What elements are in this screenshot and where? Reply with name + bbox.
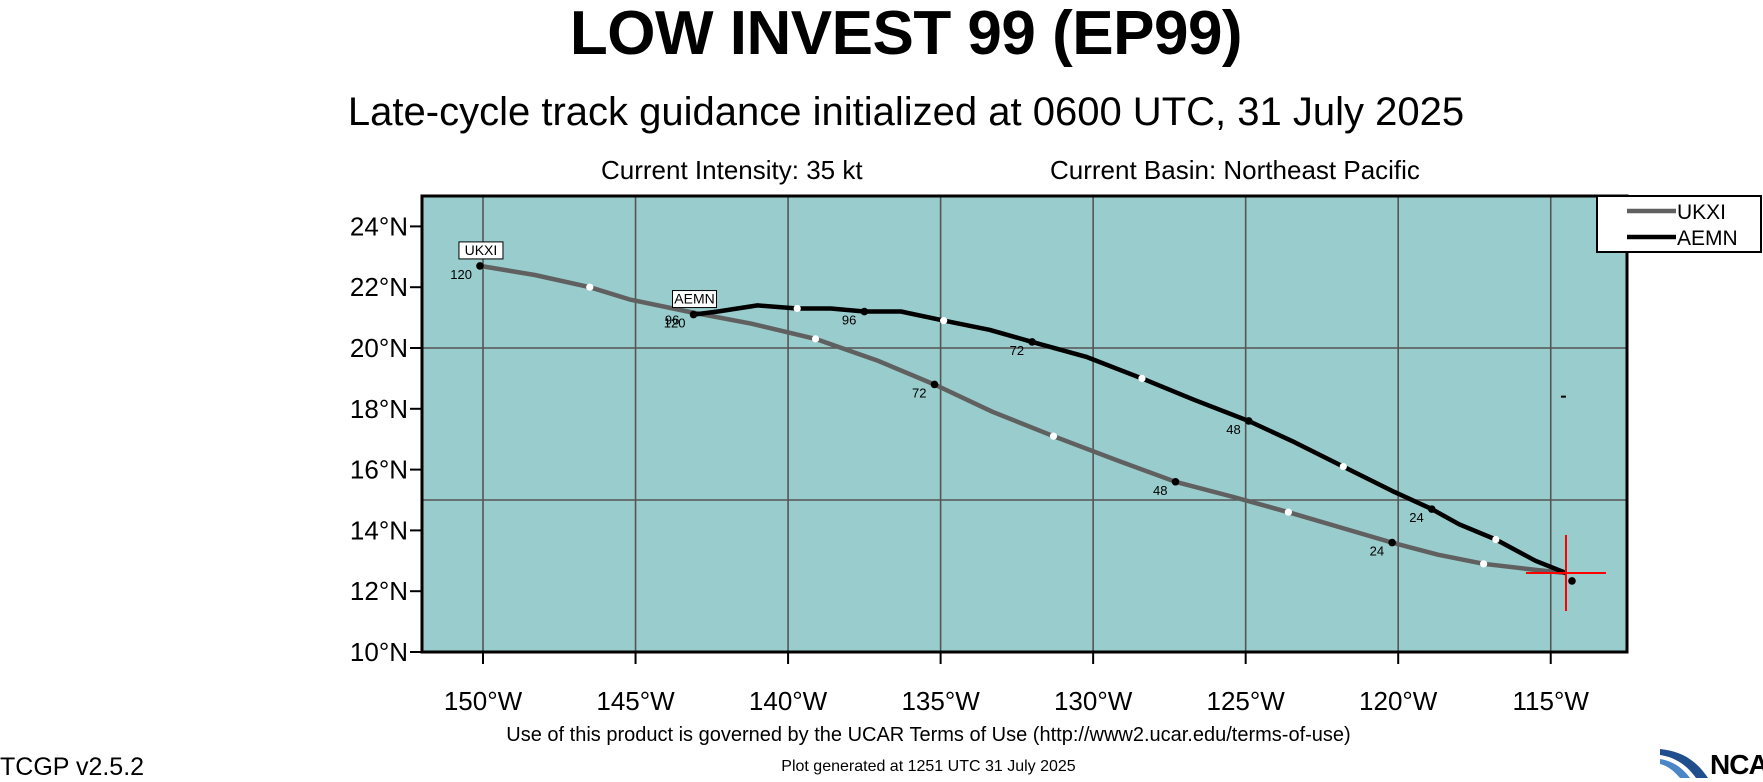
track-line-aemn <box>693 303 1567 576</box>
track-point-6h <box>586 283 594 291</box>
initial-position-point <box>1568 577 1576 585</box>
x-tick-label: 130°W <box>1054 686 1133 716</box>
chart-title: LOW INVEST 99 (EP99) <box>569 0 1243 68</box>
track-point-6h <box>793 304 801 313</box>
track-point-6h <box>1284 508 1292 516</box>
y-tick-label: 24°N <box>350 211 408 241</box>
x-tick-label: 120°W <box>1359 686 1438 716</box>
forecast-hour-label: 72 <box>1010 343 1024 358</box>
track-point-6h <box>1049 432 1058 440</box>
track-point-6h <box>1339 462 1347 471</box>
plot-generated: Plot generated at 1251 UTC 31 July 2025 <box>781 758 1076 775</box>
track-point-6h <box>1138 374 1146 382</box>
track-name-label: UKXI <box>465 242 498 258</box>
track-point-24h <box>1427 505 1436 513</box>
track-point-6h <box>1492 535 1500 544</box>
track-point-24h <box>1028 338 1036 346</box>
x-tick-label: 135°W <box>901 686 980 716</box>
current-intensity: Current Intensity: 35 kt <box>601 155 863 185</box>
y-tick-label: 18°N <box>350 394 408 424</box>
x-tick-label: 150°W <box>444 686 523 716</box>
forecast-hour-label: 24 <box>1370 544 1384 559</box>
axes: 150°W 145°W 140°W 135°W 130°W 125°W 120°W 115°W… <box>350 211 1589 716</box>
y-tick-label: 10°N <box>350 637 408 667</box>
y-tick-label: 22°N <box>350 272 408 302</box>
forecast-hour-label: 96 <box>665 313 679 328</box>
forecast-hour-label: 48 <box>1226 422 1240 437</box>
map-frame <box>420 194 1629 654</box>
version-label: TCGP v2.5.2 <box>0 753 145 781</box>
grid <box>422 196 1627 652</box>
chart-subtitle: Late-cycle track guidance initialized at… <box>347 90 1465 134</box>
y-tick-label: 12°N <box>350 576 408 606</box>
y-tick-label: 14°N <box>350 515 408 545</box>
track-point-24h <box>860 307 869 316</box>
legend-label: AEMN <box>1677 227 1738 250</box>
legend: UKXI AEMN <box>1596 195 1762 253</box>
forecast-hour-label: 120 <box>664 316 686 331</box>
tracks <box>476 262 1606 611</box>
track-point-24h <box>930 380 939 389</box>
terms-of-use: Use of this product is governed by the U… <box>506 724 1351 746</box>
legend-label: UKXI <box>1677 201 1726 224</box>
ncar-logo-text: NCAR <box>1710 749 1763 780</box>
ncar-logo-icon <box>1660 749 1708 778</box>
forecast-hour-label: 96 <box>842 313 856 328</box>
x-tick-label: 125°W <box>1207 686 1286 716</box>
forecast-hour-label: 24 <box>1409 510 1423 525</box>
legend-box <box>1596 195 1762 253</box>
track-point-24h <box>689 310 698 319</box>
track-point-6h <box>811 335 820 343</box>
x-tick-label: 115°W <box>1513 686 1590 716</box>
track-point-24h <box>1244 417 1253 425</box>
forecast-hour-label: 120 <box>450 267 472 282</box>
track-name-box <box>672 290 718 309</box>
y-tick-label: 20°N <box>350 333 408 363</box>
forecast-hour-label: 72 <box>912 385 926 400</box>
x-tick-label: 140°W <box>749 686 828 716</box>
track-point-24h <box>476 262 484 270</box>
x-tick-label: 145°W <box>596 686 675 716</box>
track-point-6h <box>1480 560 1488 568</box>
track-name-box <box>458 241 504 260</box>
forecast-hour-label: 48 <box>1153 483 1167 498</box>
track-point-24h <box>1171 477 1180 486</box>
track-point-6h <box>940 317 948 325</box>
y-tick-label: 16°N <box>350 455 408 485</box>
current-basin: Current Basin: Northeast Pacific <box>1050 155 1420 185</box>
track-name-label: AEMN <box>674 291 714 307</box>
track-point-24h <box>1388 538 1396 547</box>
